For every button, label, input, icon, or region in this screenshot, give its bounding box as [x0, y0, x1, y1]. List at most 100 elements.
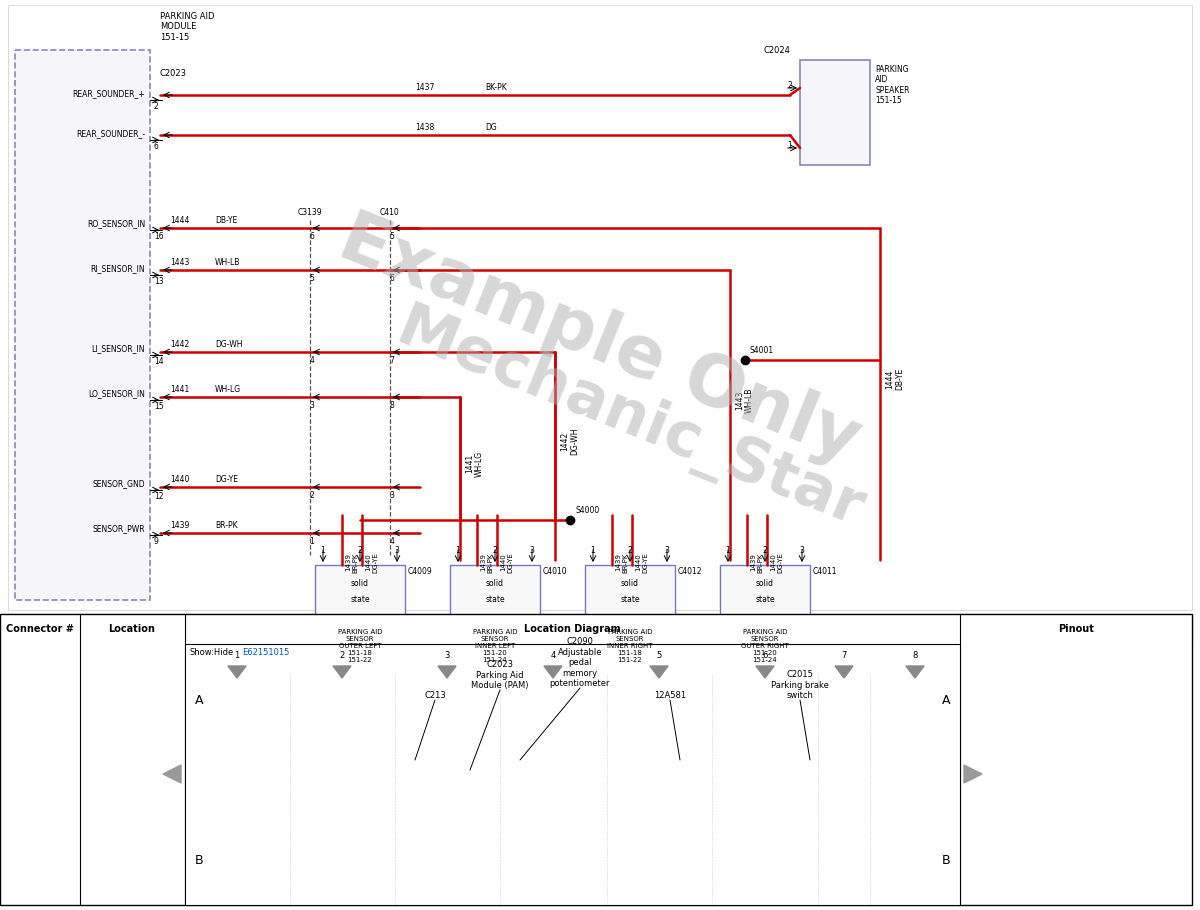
Text: state: state [485, 595, 505, 604]
Text: WH-LG: WH-LG [215, 385, 241, 394]
Text: BR-PK: BR-PK [215, 521, 238, 530]
Text: PARKING
AID
SPEAKER
151-15: PARKING AID SPEAKER 151-15 [875, 65, 910, 106]
Text: DG-YE: DG-YE [372, 552, 378, 573]
Text: 15: 15 [154, 402, 163, 411]
Polygon shape [756, 666, 774, 678]
Text: 5: 5 [310, 274, 314, 283]
Text: DG-YE: DG-YE [508, 552, 514, 573]
Bar [450, 565, 540, 625]
Text: 1442: 1442 [560, 431, 569, 450]
Text: 16: 16 [154, 232, 163, 241]
Text: C2015
Parking brake
switch: C2015 Parking brake switch [772, 670, 829, 700]
Text: WH-LG: WH-LG [475, 450, 484, 477]
Text: 2: 2 [787, 80, 792, 89]
Text: RI_SENSOR_IN: RI_SENSOR_IN [90, 264, 145, 273]
Text: 4: 4 [310, 356, 314, 365]
Bar [185, 644, 960, 905]
Text: 1444: 1444 [886, 369, 894, 389]
Text: DB-YE: DB-YE [895, 368, 904, 390]
Text: Example Only: Example Only [330, 204, 870, 476]
Text: 6: 6 [310, 232, 314, 241]
Text: PARKING AID
SENSOR
INNER RIGHT
151-18
151-22: PARKING AID SENSOR INNER RIGHT 151-18 15… [607, 629, 653, 663]
Text: C2023: C2023 [160, 69, 187, 78]
Text: C3139: C3139 [298, 208, 323, 217]
Text: 12A581: 12A581 [654, 691, 686, 700]
Text: solid: solid [756, 579, 774, 588]
Text: PARKING AID
SENSOR
OUTER LEFT
151-18
151-22: PARKING AID SENSOR OUTER LEFT 151-18 151… [337, 629, 383, 663]
Text: 1443: 1443 [734, 390, 744, 410]
Text: C2023
Parking Aid
Module (PAM): C2023 Parking Aid Module (PAM) [472, 660, 529, 690]
Text: 1440: 1440 [500, 553, 506, 571]
Text: 2: 2 [340, 652, 344, 661]
Text: REAR_SOUNDER_-: REAR_SOUNDER_- [76, 129, 145, 138]
Text: BR-PK: BR-PK [622, 552, 628, 572]
Text: 1441: 1441 [170, 385, 190, 394]
Text: 1441: 1441 [466, 454, 474, 473]
Text: 4: 4 [551, 652, 556, 661]
Text: 3: 3 [444, 652, 450, 661]
Bar [220, 699, 650, 890]
Text: C410: C410 [380, 208, 400, 217]
Text: 2: 2 [763, 546, 767, 555]
Text: Show:Hide: Show:Hide [190, 648, 234, 657]
Text: C2024: C2024 [763, 46, 790, 55]
Text: 2: 2 [310, 491, 314, 500]
Text: WH-LB: WH-LB [745, 388, 754, 413]
Text: DG-YE: DG-YE [778, 552, 784, 573]
Polygon shape [334, 666, 352, 678]
Text: PARKING AID
SENSOR
INNER LEFT
151-20
151-24: PARKING AID SENSOR INNER LEFT 151-20 151… [473, 629, 517, 663]
Text: DG-WH: DG-WH [215, 340, 242, 349]
Text: S4000: S4000 [575, 506, 599, 515]
Text: 7: 7 [841, 652, 847, 661]
Polygon shape [228, 666, 246, 678]
Text: E62151015: E62151015 [242, 648, 289, 657]
Text: BR-PK: BR-PK [757, 552, 763, 572]
Text: DG-WH: DG-WH [570, 428, 580, 455]
Bar [720, 565, 810, 625]
Text: C4009: C4009 [408, 567, 433, 576]
Text: PARKING AID
SENSOR
OUTER RIGHT
151-20
151-24: PARKING AID SENSOR OUTER RIGHT 151-20 15… [742, 629, 788, 663]
Text: 9: 9 [154, 537, 158, 546]
Text: Location: Location [108, 624, 156, 634]
Text: 1: 1 [726, 546, 731, 555]
Bar [800, 60, 870, 165]
Text: A: A [942, 693, 950, 706]
Text: C4012: C4012 [678, 567, 702, 576]
Text: LO_SENSOR_IN: LO_SENSOR_IN [88, 389, 145, 398]
Text: solid: solid [486, 579, 504, 588]
Bar [0, 614, 1192, 644]
Text: 1438: 1438 [415, 123, 434, 132]
Text: DB-YE: DB-YE [215, 216, 238, 225]
Bar [8, 5, 1192, 610]
Text: C213: C213 [424, 691, 446, 700]
Text: DG-YE: DG-YE [642, 552, 648, 573]
Text: 5: 5 [390, 232, 395, 241]
Text: DG: DG [485, 123, 497, 132]
Text: 1439: 1439 [480, 553, 486, 571]
Bar [14, 50, 150, 600]
Text: 13: 13 [154, 277, 163, 286]
Text: 1439: 1439 [750, 553, 756, 571]
Text: 1440: 1440 [170, 475, 190, 484]
Text: 3: 3 [799, 546, 804, 555]
Text: 1443: 1443 [170, 258, 190, 267]
Text: C4011: C4011 [814, 567, 838, 576]
Text: 1437: 1437 [415, 83, 434, 92]
Bar [314, 565, 406, 625]
Bar [0, 614, 1192, 905]
Text: 8: 8 [912, 652, 918, 661]
Text: DG-YE: DG-YE [215, 475, 238, 484]
Text: 1439: 1439 [170, 521, 190, 530]
Text: LI_SENSOR_IN: LI_SENSOR_IN [91, 344, 145, 353]
Text: 1440: 1440 [770, 553, 776, 571]
Text: Connector #: Connector # [6, 624, 74, 634]
Text: BR-PK: BR-PK [352, 552, 358, 572]
Text: 1444: 1444 [170, 216, 190, 225]
Polygon shape [906, 666, 924, 678]
Text: Pinout: Pinout [1058, 624, 1094, 634]
Text: WH-LB: WH-LB [215, 258, 240, 267]
Text: 5: 5 [656, 652, 661, 661]
Polygon shape [544, 666, 562, 678]
Text: BK-PK: BK-PK [485, 83, 506, 92]
Text: C4010: C4010 [542, 567, 568, 576]
